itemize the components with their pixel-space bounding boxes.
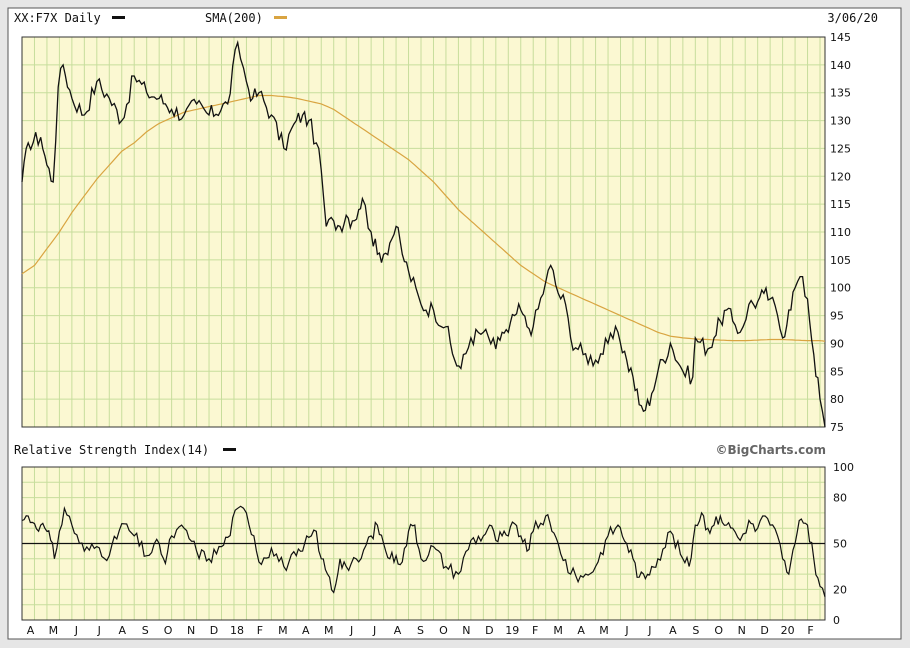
x-month-label: J xyxy=(624,624,628,637)
x-month-label: M xyxy=(278,624,288,637)
sma-200-line xyxy=(21,94,826,342)
x-month-label: F xyxy=(807,624,813,637)
price-y-tick: 135 xyxy=(830,87,851,100)
price-y-tick: 115 xyxy=(830,198,851,211)
sma-legend-label: SMA(200) xyxy=(205,11,263,25)
price-y-axis: 75 80 85 90 95 100 105 110 115 120 125 130 135 140 145 xyxy=(830,31,851,434)
x-month-label: M xyxy=(324,624,334,637)
rsi-title: Relative Strength Index(14) xyxy=(14,443,209,457)
price-y-tick: 105 xyxy=(830,254,851,267)
rsi-y-tick: 80 xyxy=(833,492,847,505)
price-y-tick: 80 xyxy=(830,393,844,406)
x-month-label: O xyxy=(714,624,723,637)
x-month-label: 18 xyxy=(230,624,244,637)
rsi-y-tick: 20 xyxy=(833,583,847,596)
price-y-tick: 100 xyxy=(830,282,851,295)
x-month-label: S xyxy=(417,624,424,637)
price-title: XX:F7X Daily xyxy=(14,11,101,25)
x-month-label: J xyxy=(74,624,78,637)
x-month-label: A xyxy=(302,624,310,637)
bigcharts-brand: ©BigCharts.com xyxy=(715,443,826,457)
sma-legend-swatch xyxy=(274,16,287,19)
x-month-label: D xyxy=(760,624,768,637)
rsi-y-axis: 0 20 50 80 100 xyxy=(833,461,854,627)
x-month-label: A xyxy=(27,624,35,637)
price-y-tick: 110 xyxy=(830,226,851,239)
x-month-label: D xyxy=(210,624,218,637)
x-month-label: J xyxy=(349,624,353,637)
chart-date: 3/06/20 xyxy=(827,11,878,25)
x-month-label: M xyxy=(49,624,59,637)
price-y-tick: 140 xyxy=(830,59,851,72)
rsi-panel: 0 20 50 80 100 xyxy=(21,461,854,627)
x-month-label: O xyxy=(439,624,448,637)
price-y-tick: 120 xyxy=(830,170,851,183)
price-y-tick: 125 xyxy=(830,142,851,155)
x-month-label: M xyxy=(553,624,563,637)
x-month-label: S xyxy=(692,624,699,637)
x-month-label: N xyxy=(462,624,470,637)
x-month-label: A xyxy=(118,624,126,637)
x-month-label: N xyxy=(187,624,195,637)
price-panel: 75 80 85 90 95 100 105 110 115 120 125 130 135 140 145 xyxy=(21,31,851,434)
x-month-label: A xyxy=(394,624,402,637)
rsi-y-tick: 100 xyxy=(833,461,854,474)
rsi-line xyxy=(21,505,826,598)
price-plot-border xyxy=(21,36,826,428)
x-month-label: A xyxy=(577,624,585,637)
x-month-label: 20 xyxy=(781,624,795,637)
x-month-label: A xyxy=(669,624,677,637)
price-line xyxy=(21,40,826,428)
x-month-label: F xyxy=(257,624,263,637)
price-y-tick: 85 xyxy=(830,365,844,378)
x-month-label: J xyxy=(97,624,101,637)
rsi-legend-swatch xyxy=(223,448,236,451)
price-y-tick: 95 xyxy=(830,310,844,323)
x-month-label: J xyxy=(372,624,376,637)
x-axis-months: A M J J A S O N D 18 F M A M J J A S O N D 19 F M A M J J A S O N D 20 F xyxy=(27,624,814,637)
x-month-label: N xyxy=(738,624,746,637)
x-month-label: F xyxy=(532,624,538,637)
price-y-tick: 130 xyxy=(830,115,851,128)
rsi-y-tick: 50 xyxy=(833,538,847,551)
x-month-label: D xyxy=(485,624,493,637)
price-y-tick: 90 xyxy=(830,337,844,350)
rsi-y-tick: 0 xyxy=(833,614,840,627)
x-month-label: O xyxy=(164,624,173,637)
price-y-tick: 75 xyxy=(830,421,844,434)
price-y-tick: 145 xyxy=(830,31,851,44)
price-legend-swatch xyxy=(112,16,125,19)
x-month-label: J xyxy=(647,624,651,637)
x-month-label: S xyxy=(142,624,149,637)
x-month-label: 19 xyxy=(505,624,519,637)
x-month-label: M xyxy=(599,624,609,637)
